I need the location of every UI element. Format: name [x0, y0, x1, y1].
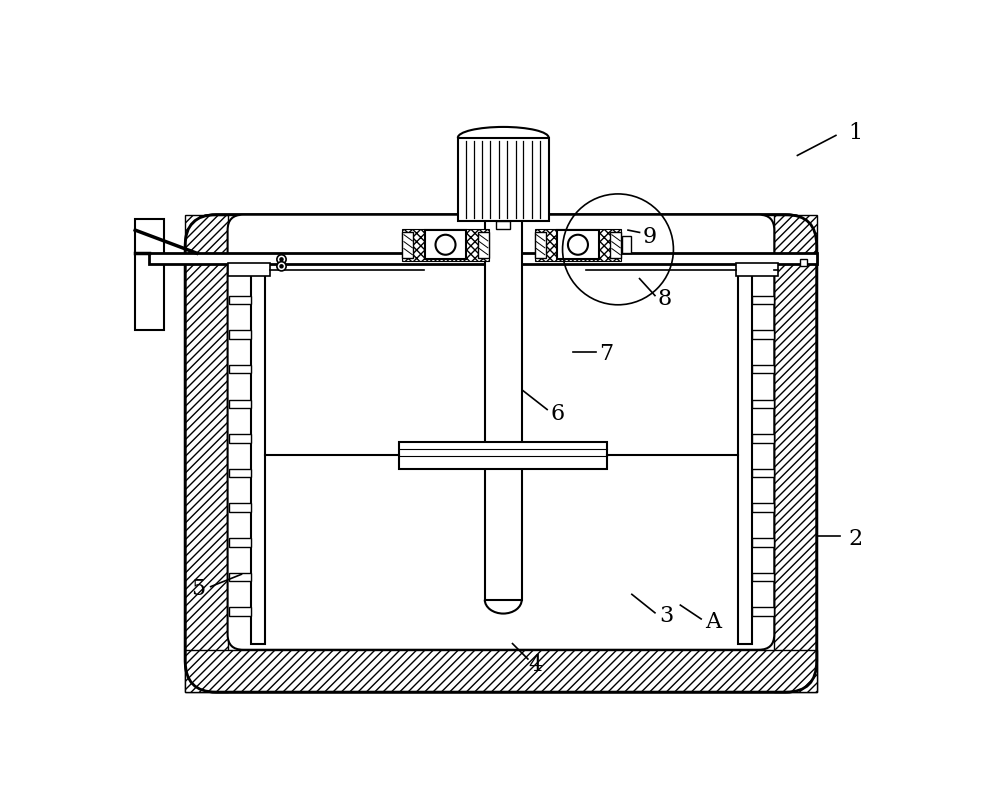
Circle shape [436, 236, 456, 255]
Bar [752, 400, 774, 408]
Bar [425, 231, 466, 260]
Bar [135, 219, 164, 330]
Bar [478, 233, 489, 258]
Bar [496, 221, 510, 229]
Bar [229, 538, 251, 547]
Circle shape [280, 258, 283, 261]
Bar [557, 231, 599, 260]
Text: 8: 8 [658, 287, 672, 310]
Bar [738, 274, 752, 644]
Bar [752, 435, 774, 443]
Bar [752, 573, 774, 581]
Circle shape [568, 236, 588, 255]
Bar [774, 216, 817, 692]
Text: 6: 6 [550, 403, 564, 425]
Bar [229, 608, 251, 616]
Text: 9: 9 [642, 226, 657, 248]
Bar [229, 400, 251, 408]
Bar [800, 259, 807, 266]
Bar [229, 435, 251, 443]
Bar [228, 264, 270, 276]
Bar [610, 233, 621, 258]
Bar [752, 366, 774, 374]
Bar [229, 296, 251, 305]
Bar [752, 330, 774, 339]
Text: 4: 4 [529, 653, 543, 674]
Bar [185, 650, 817, 692]
Text: 2: 2 [848, 528, 862, 549]
Bar [229, 573, 251, 581]
Bar [535, 233, 546, 258]
Bar [185, 216, 228, 692]
Text: 5: 5 [191, 577, 205, 599]
Bar [149, 254, 817, 265]
Bar [752, 469, 774, 478]
Text: 7: 7 [599, 343, 614, 365]
Circle shape [277, 262, 286, 272]
Bar [229, 366, 251, 374]
Bar [229, 469, 251, 478]
Circle shape [280, 265, 283, 269]
Bar [622, 237, 631, 254]
Text: 1: 1 [848, 122, 862, 144]
Bar [752, 296, 774, 305]
Bar [535, 229, 621, 261]
Bar [229, 504, 251, 512]
Circle shape [277, 255, 286, 265]
Bar [752, 504, 774, 512]
Bar [752, 538, 774, 547]
FancyBboxPatch shape [228, 216, 774, 650]
Bar [752, 608, 774, 616]
Bar [458, 139, 549, 221]
Bar [251, 274, 265, 644]
Bar [402, 233, 413, 258]
Bar [229, 330, 251, 339]
Bar [402, 229, 489, 261]
Text: A: A [705, 610, 721, 633]
Bar [485, 173, 522, 600]
Bar [399, 443, 607, 469]
FancyBboxPatch shape [185, 216, 817, 692]
Text: 3: 3 [659, 605, 674, 626]
Bar [736, 264, 778, 276]
